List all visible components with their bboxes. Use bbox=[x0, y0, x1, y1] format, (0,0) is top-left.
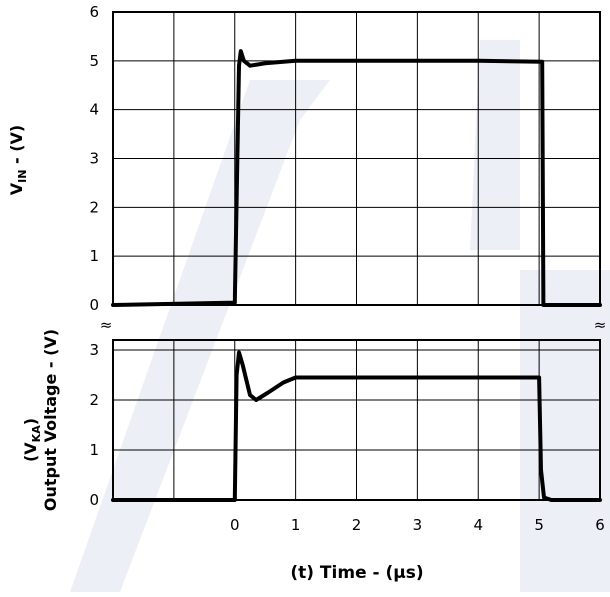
vin-plot-panel: 0 1 2 3 4 5 6 bbox=[89, 3, 602, 314]
vin-series-line bbox=[111, 49, 602, 307]
time-axis-label: (t) Time - (µs) bbox=[290, 563, 423, 583]
output-plot-frame bbox=[112, 339, 601, 501]
axis-break-right: ≈ bbox=[594, 316, 607, 334]
vin-ytick-label: 2 bbox=[89, 198, 99, 216]
xtick-label: 3 bbox=[413, 516, 423, 534]
vin-ytick-label: 0 bbox=[89, 296, 99, 314]
output-ytick-label: 1 bbox=[89, 441, 99, 459]
vin-ytick-label: 1 bbox=[89, 247, 99, 265]
output-axis-label-line2: Output Voltage - (V) bbox=[41, 329, 60, 511]
vin-ytick-label: 6 bbox=[89, 3, 99, 21]
xtick-label: 2 bbox=[352, 516, 362, 534]
output-axis-label-line1: (VKA) bbox=[21, 418, 43, 462]
output-series-line bbox=[111, 350, 602, 502]
vin-plot-frame bbox=[112, 11, 601, 306]
vin-ytick-label: 5 bbox=[89, 52, 99, 70]
xtick-label: 5 bbox=[534, 516, 544, 534]
xtick-label: 4 bbox=[473, 516, 483, 534]
background-watermark bbox=[70, 40, 610, 592]
xtick-label: 0 bbox=[230, 516, 240, 534]
output-ytick-label: 3 bbox=[89, 341, 99, 359]
output-voltage-plot-panel: 0 1 2 3 0 1 2 3 4 5 6 bbox=[89, 339, 605, 534]
output-ytick-label: 0 bbox=[89, 491, 99, 509]
axis-break-left: ≈ bbox=[100, 316, 113, 334]
output-ytick-label: 2 bbox=[89, 391, 99, 409]
vin-axis-label: VIN - (V) bbox=[7, 125, 29, 196]
xtick-label: 6 bbox=[595, 516, 605, 534]
xtick-label: 1 bbox=[291, 516, 301, 534]
vin-ytick-label: 4 bbox=[89, 101, 99, 119]
vin-ytick-label: 3 bbox=[89, 150, 99, 168]
